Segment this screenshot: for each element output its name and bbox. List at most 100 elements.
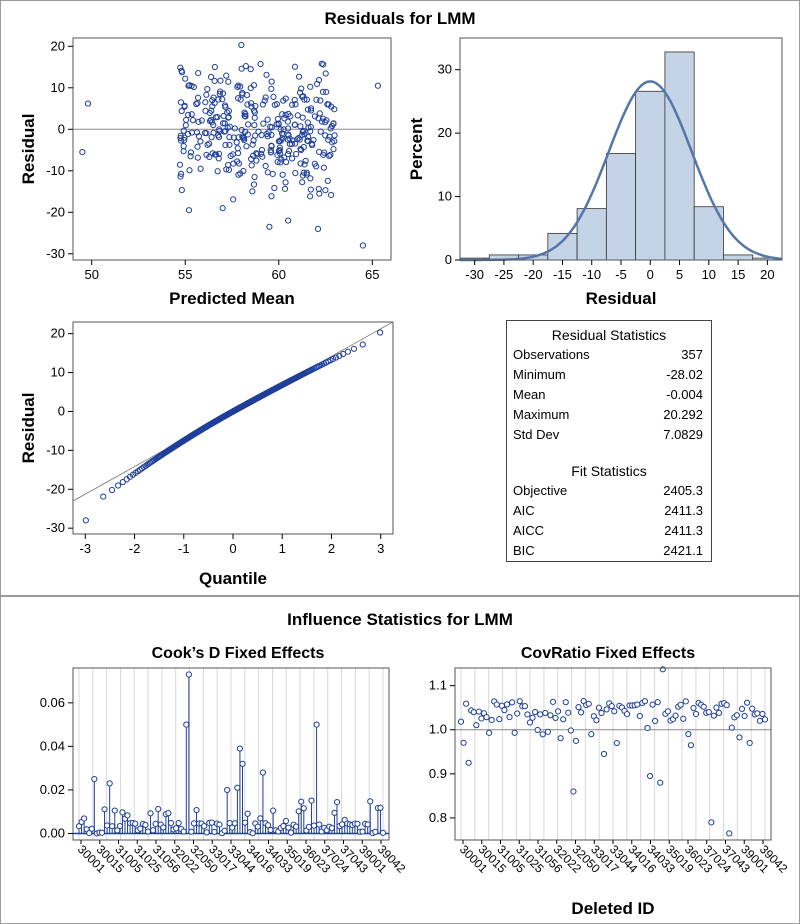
data-point <box>264 822 272 829</box>
data-point <box>288 101 296 108</box>
data-point <box>285 824 292 831</box>
data-point <box>249 141 256 148</box>
data-point <box>460 739 467 746</box>
data-point <box>359 828 366 835</box>
data-point <box>291 63 299 70</box>
data-point <box>364 821 371 828</box>
data-point <box>344 348 351 355</box>
y-axis-title: Residual <box>19 114 38 185</box>
data-point <box>322 132 329 139</box>
data-point <box>188 828 195 835</box>
data-point <box>247 85 254 92</box>
y-tick-label: -10 <box>46 442 65 457</box>
x-tick-label: 15 <box>731 267 745 282</box>
data-point <box>217 77 224 84</box>
data-point <box>299 179 306 186</box>
data-point <box>257 815 264 822</box>
data-point <box>746 739 753 747</box>
x-tick-label: 0 <box>647 267 654 282</box>
data-point <box>308 140 315 147</box>
data-point <box>185 671 192 678</box>
data-point <box>588 731 595 738</box>
data-point <box>307 105 315 112</box>
data-point <box>317 97 324 104</box>
data-point <box>554 708 562 715</box>
data-point <box>280 822 287 830</box>
x-tick-label: 60 <box>272 267 286 282</box>
data-point <box>325 136 332 143</box>
data-point <box>690 704 697 712</box>
data-point <box>316 821 323 828</box>
x-tick-label: -25 <box>495 267 514 282</box>
y-tick-label: 0.8 <box>429 810 447 825</box>
data-point <box>235 82 242 89</box>
data-point <box>204 141 211 148</box>
x-tick-label: -20 <box>524 267 543 282</box>
data-point <box>253 151 261 158</box>
data-point <box>194 154 201 161</box>
data-point <box>230 134 237 141</box>
data-point <box>350 345 358 352</box>
data-point <box>81 815 88 822</box>
data-point <box>253 157 260 164</box>
data-point <box>219 205 226 212</box>
data-point <box>165 810 172 817</box>
data-point <box>756 717 763 724</box>
data-point <box>203 91 210 98</box>
x-tick-label: -15 <box>553 267 572 282</box>
stat-row: Std Dev 7.0829 <box>507 425 711 445</box>
data-point <box>307 83 314 90</box>
data-point <box>257 60 264 68</box>
data-point <box>237 96 244 103</box>
y-tick-label: 20 <box>51 326 65 341</box>
data-point <box>197 165 204 172</box>
x-axis-title: Quantile <box>199 569 267 588</box>
data-point <box>304 119 311 126</box>
data-point <box>537 711 544 718</box>
stat-label: Mean <box>513 387 546 402</box>
data-point <box>303 171 310 178</box>
x-tick-label: 5 <box>676 267 683 282</box>
data-point <box>280 126 287 133</box>
y-tick-label: -10 <box>46 163 65 178</box>
data-point <box>234 145 241 152</box>
y-tick-label: 30 <box>438 62 452 77</box>
data-point <box>298 85 305 92</box>
data-point <box>463 700 470 707</box>
data-point <box>224 786 231 794</box>
data-point <box>664 708 672 715</box>
y-tick-label: 10 <box>51 365 65 380</box>
data-point <box>84 100 92 107</box>
stat-row: Mean -0.004 <box>507 385 711 405</box>
data-point <box>225 114 232 121</box>
data-point <box>331 132 338 139</box>
data-point <box>181 134 188 141</box>
y-tick-label: 10 <box>51 80 65 95</box>
data-point <box>281 154 288 161</box>
data-point <box>111 807 118 814</box>
data-point <box>282 817 290 825</box>
data-point <box>274 158 281 165</box>
data-point <box>240 134 247 141</box>
data-point <box>465 759 472 766</box>
data-point <box>254 823 261 830</box>
data-point <box>193 129 201 136</box>
data-point <box>305 133 312 140</box>
data-point <box>247 100 255 107</box>
data-point <box>297 160 304 167</box>
influence-panel-title: Influence Statistics for LMM <box>287 610 513 629</box>
data-point <box>331 106 338 113</box>
y-tick-label: -30 <box>46 520 65 535</box>
data-point <box>322 187 329 194</box>
data-point <box>276 147 283 154</box>
data-point <box>259 769 267 776</box>
data-point <box>333 798 341 806</box>
data-point <box>539 731 546 738</box>
data-point <box>194 99 201 107</box>
data-point <box>330 120 337 127</box>
plot-frame <box>72 321 394 535</box>
data-point <box>223 72 230 79</box>
stat-value: 20.292 <box>663 407 703 422</box>
data-point <box>317 128 324 135</box>
histogram-bar <box>635 90 666 261</box>
